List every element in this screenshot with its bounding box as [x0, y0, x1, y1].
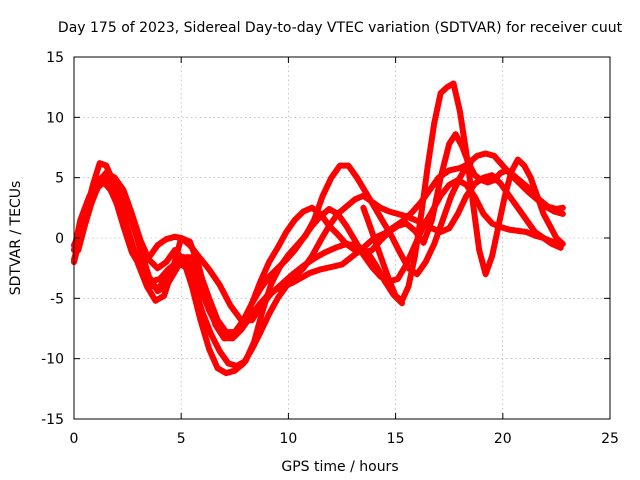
- data-point: [360, 80, 566, 304]
- y-tick-label: -10: [41, 352, 64, 368]
- y-tick-labels: -15 -10 -5 0 5 10 15: [41, 50, 64, 428]
- x-tick-label: 10: [279, 431, 297, 447]
- x-tick-label: 0: [70, 431, 79, 447]
- x-tick-label: 20: [494, 431, 512, 447]
- series-track-7: [360, 80, 566, 304]
- x-axis-label: GPS time / hours: [281, 459, 398, 475]
- x-tick-label: 25: [601, 431, 619, 447]
- chart-title: Day 175 of 2023, Sidereal Day-to-day VTE…: [58, 20, 623, 36]
- y-tick-label: 0: [55, 231, 64, 247]
- y-tick-label: 15: [46, 50, 64, 66]
- x-tick-labels: 0 5 10 15 20 25: [70, 431, 619, 447]
- y-tick-label: -15: [41, 412, 64, 428]
- data-point: [73, 174, 564, 338]
- series-line: [71, 131, 566, 336]
- x-tick-label: 5: [177, 431, 186, 447]
- series-track-4: [71, 131, 566, 336]
- axis-ticks: [73, 56, 611, 420]
- x-tick-label: 15: [387, 431, 405, 447]
- y-axis-label: SDTVAR / TECUs: [8, 181, 24, 296]
- series-track-6: [73, 174, 564, 338]
- series-line: [360, 80, 566, 304]
- y-tick-label: 5: [55, 171, 64, 187]
- y-tick-label: 10: [46, 110, 64, 126]
- data-series: [71, 80, 566, 377]
- data-point: [71, 131, 566, 336]
- y-tick-label: -5: [50, 291, 64, 307]
